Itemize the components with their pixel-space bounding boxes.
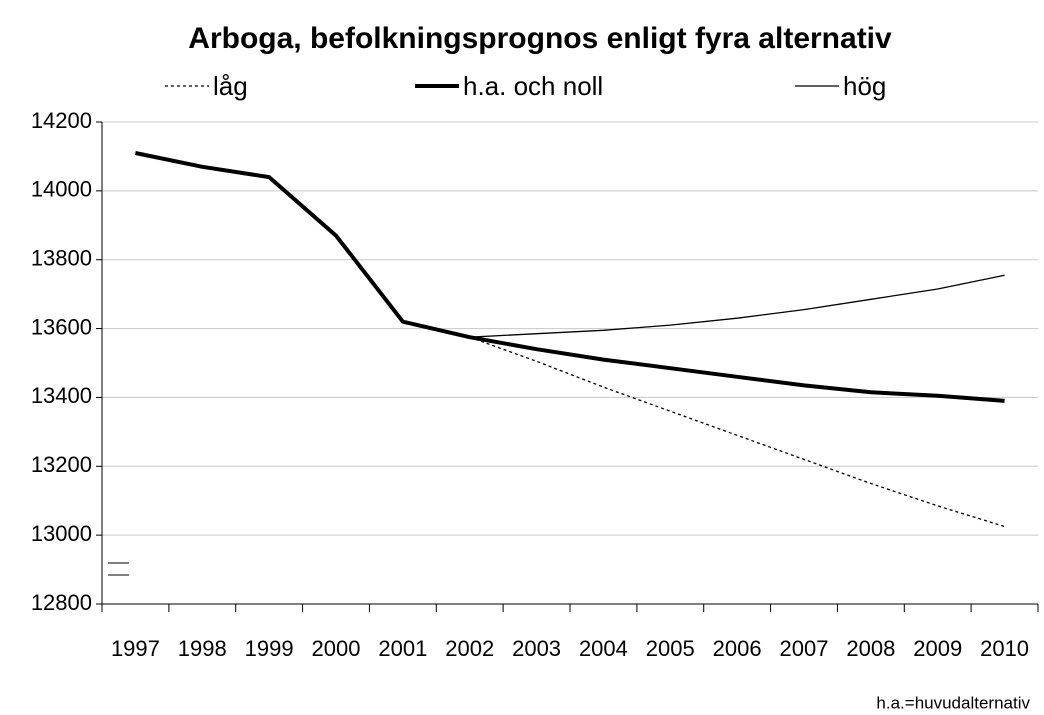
- legend-label: h.a. och noll: [463, 71, 603, 101]
- y-tick-label: 13200: [31, 452, 92, 477]
- x-tick-label: 2000: [312, 636, 361, 661]
- x-tick-label: 2007: [780, 636, 829, 661]
- y-tick-label: 13800: [31, 246, 92, 271]
- legend-label: hög: [843, 71, 886, 101]
- y-tick-label: 13000: [31, 521, 92, 546]
- y-tick-label: 14200: [31, 108, 92, 133]
- series-line: [134, 151, 1005, 403]
- x-tick-label: 2004: [579, 636, 628, 661]
- x-tick-label: 2008: [846, 636, 895, 661]
- x-tick-label: 1998: [178, 636, 227, 661]
- series-line: [469, 274, 1005, 338]
- y-tick-label: 13600: [31, 314, 92, 339]
- y-tick-label: 13400: [31, 383, 92, 408]
- footnote: h.a.=huvudalternativ: [876, 693, 1030, 712]
- x-tick-label: 2010: [980, 636, 1029, 661]
- legend-label: låg: [213, 71, 248, 101]
- y-tick-label: 12800: [31, 590, 92, 615]
- y-tick-label: 14000: [31, 177, 92, 202]
- x-tick-label: 1999: [245, 636, 294, 661]
- x-tick-label: 2003: [512, 636, 561, 661]
- x-tick-label: 1997: [111, 636, 160, 661]
- x-tick-label: 2009: [913, 636, 962, 661]
- x-tick-label: 2001: [378, 636, 427, 661]
- series-line: [469, 336, 1005, 528]
- x-tick-label: 2002: [445, 636, 494, 661]
- x-tick-label: 2005: [646, 636, 695, 661]
- x-tick-label: 2006: [713, 636, 762, 661]
- chart-title: Arboga, befolkningsprognos enligt fyra a…: [188, 22, 892, 55]
